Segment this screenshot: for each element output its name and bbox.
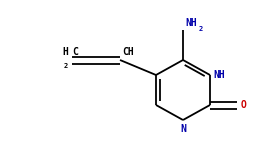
Text: NH: NH <box>213 70 225 80</box>
Text: NH: NH <box>185 18 197 28</box>
Text: H: H <box>62 47 68 57</box>
Text: 2: 2 <box>199 26 203 32</box>
Text: N: N <box>180 124 186 134</box>
Text: CH: CH <box>122 47 134 57</box>
Text: O: O <box>241 100 247 110</box>
Text: 2: 2 <box>64 63 68 69</box>
Text: C: C <box>72 47 78 57</box>
